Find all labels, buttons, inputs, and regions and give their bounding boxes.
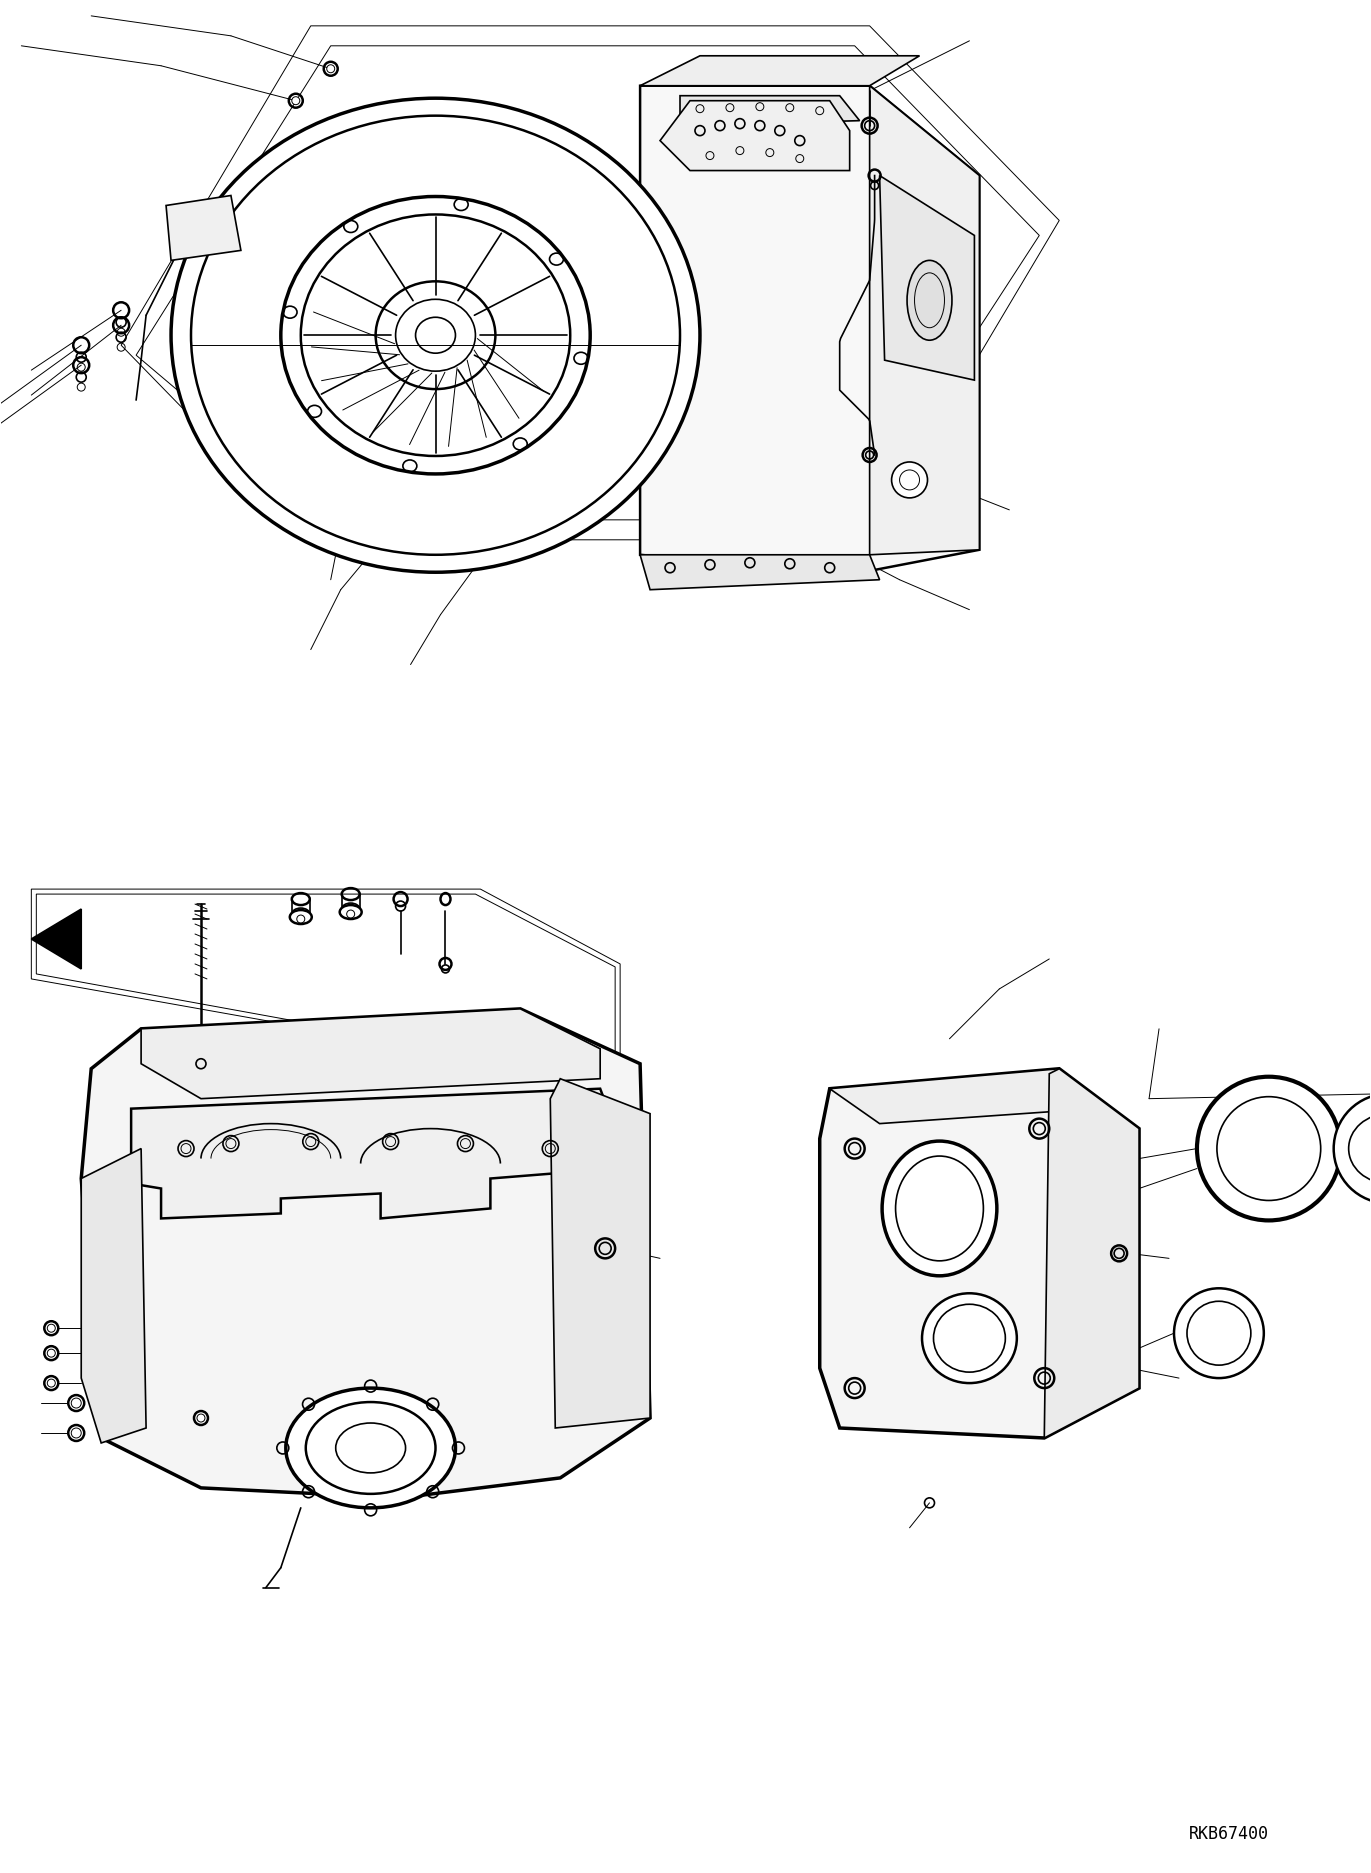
Polygon shape [869, 86, 979, 556]
Circle shape [337, 526, 344, 534]
Circle shape [1187, 1302, 1250, 1365]
Polygon shape [1045, 1069, 1139, 1438]
Polygon shape [680, 97, 860, 127]
Ellipse shape [191, 116, 680, 556]
Ellipse shape [396, 300, 476, 373]
Circle shape [1115, 1364, 1123, 1373]
Polygon shape [141, 1010, 600, 1099]
Polygon shape [829, 1069, 1094, 1124]
Ellipse shape [1349, 1114, 1371, 1184]
Ellipse shape [306, 1403, 436, 1495]
Ellipse shape [300, 215, 570, 457]
Ellipse shape [281, 197, 590, 474]
Ellipse shape [336, 1423, 406, 1474]
Ellipse shape [895, 1156, 983, 1261]
Ellipse shape [882, 1141, 997, 1276]
Polygon shape [640, 556, 880, 590]
Ellipse shape [340, 905, 362, 920]
Polygon shape [550, 1079, 650, 1429]
Ellipse shape [171, 99, 701, 573]
Polygon shape [81, 1010, 650, 1498]
Circle shape [1174, 1289, 1264, 1379]
Ellipse shape [908, 260, 951, 341]
Polygon shape [166, 197, 241, 260]
Circle shape [1334, 1094, 1371, 1204]
Circle shape [1197, 1077, 1341, 1221]
Ellipse shape [376, 283, 495, 390]
Ellipse shape [415, 318, 455, 354]
Text: RKB67400: RKB67400 [1189, 1824, 1268, 1843]
Ellipse shape [292, 908, 310, 920]
Circle shape [296, 1435, 304, 1442]
Ellipse shape [934, 1305, 1005, 1373]
Circle shape [292, 97, 300, 105]
Polygon shape [640, 86, 979, 575]
Polygon shape [880, 176, 975, 380]
Polygon shape [659, 101, 850, 172]
Ellipse shape [923, 1294, 1017, 1384]
Circle shape [387, 526, 395, 534]
Circle shape [477, 556, 484, 564]
Circle shape [891, 463, 928, 498]
Ellipse shape [341, 903, 359, 916]
Ellipse shape [289, 910, 311, 925]
Polygon shape [32, 910, 81, 970]
Circle shape [1217, 1098, 1320, 1201]
Ellipse shape [285, 1388, 455, 1508]
Polygon shape [81, 1148, 147, 1444]
Polygon shape [640, 56, 920, 86]
Circle shape [326, 66, 335, 73]
Polygon shape [820, 1069, 1139, 1438]
Polygon shape [132, 1088, 616, 1219]
Circle shape [197, 1414, 206, 1422]
